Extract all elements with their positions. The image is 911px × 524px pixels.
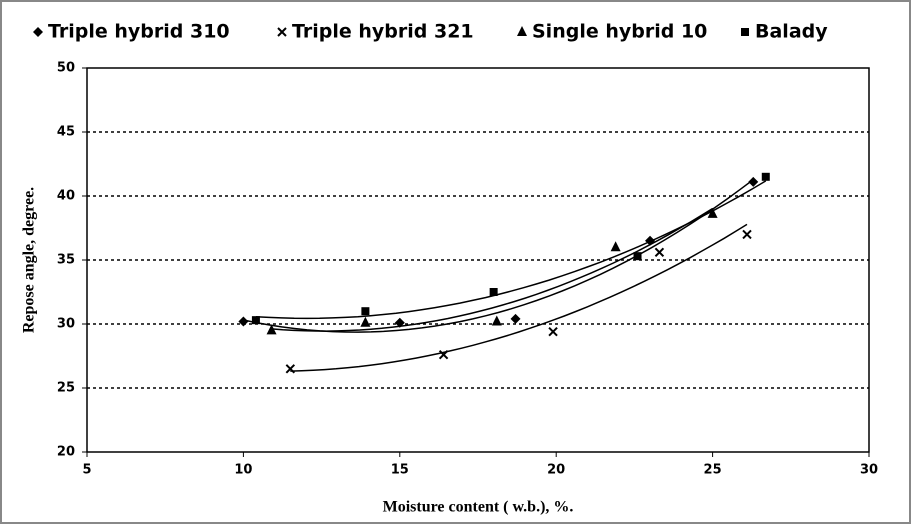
y-tick-label: 20 — [57, 445, 75, 460]
marker — [277, 27, 287, 37]
marker — [707, 207, 718, 218]
marker — [360, 316, 371, 327]
x-tick-label: 10 — [234, 463, 252, 478]
legend-item: Triple hybrid 310 — [33, 21, 230, 43]
x-tick-label: 15 — [391, 463, 409, 478]
trend-line — [255, 180, 767, 320]
y-tick-label: 40 — [57, 189, 75, 204]
trend-line — [271, 207, 713, 332]
x-tick-label: 30 — [860, 463, 878, 478]
y-tick-label: 50 — [57, 61, 75, 76]
marker — [510, 313, 521, 324]
marker — [742, 229, 752, 240]
marker — [361, 307, 370, 316]
x-tick-label: 5 — [82, 463, 91, 478]
x-tick-label: 25 — [704, 463, 722, 478]
marker — [654, 247, 665, 258]
marker — [633, 252, 642, 261]
y-tick-label: 45 — [57, 125, 75, 140]
legend-label: Triple hybrid 321 — [292, 21, 474, 43]
marker — [438, 350, 449, 360]
marker — [761, 172, 770, 181]
x-tick-label: 20 — [547, 463, 565, 478]
x-axis-label: Moisture content ( w.b.), %. — [383, 499, 574, 516]
marker — [548, 326, 558, 337]
legend-label: Single hybrid 10 — [532, 21, 707, 43]
marker — [491, 315, 502, 326]
marker — [610, 241, 621, 252]
legend-item: Single hybrid 10 — [517, 21, 707, 43]
marker — [489, 288, 498, 296]
y-tick-label: 35 — [57, 253, 75, 268]
marker — [33, 27, 43, 37]
trend-line — [290, 223, 748, 372]
marker — [238, 316, 249, 327]
y-axis-label: Repose angle, degree. — [21, 187, 38, 333]
marker — [285, 364, 296, 374]
y-tick-label: 30 — [57, 317, 75, 332]
legend-item: Triple hybrid 321 — [277, 21, 474, 43]
marker — [517, 26, 527, 36]
y-tick-label: 25 — [57, 381, 75, 396]
marker — [251, 316, 260, 325]
marker — [266, 324, 277, 335]
marker — [748, 176, 759, 187]
marker — [741, 28, 749, 36]
marker — [394, 317, 405, 328]
legend-label: Balady — [755, 21, 828, 43]
legend-item: Balady — [741, 21, 828, 43]
legend-label: Triple hybrid 310 — [48, 21, 230, 43]
